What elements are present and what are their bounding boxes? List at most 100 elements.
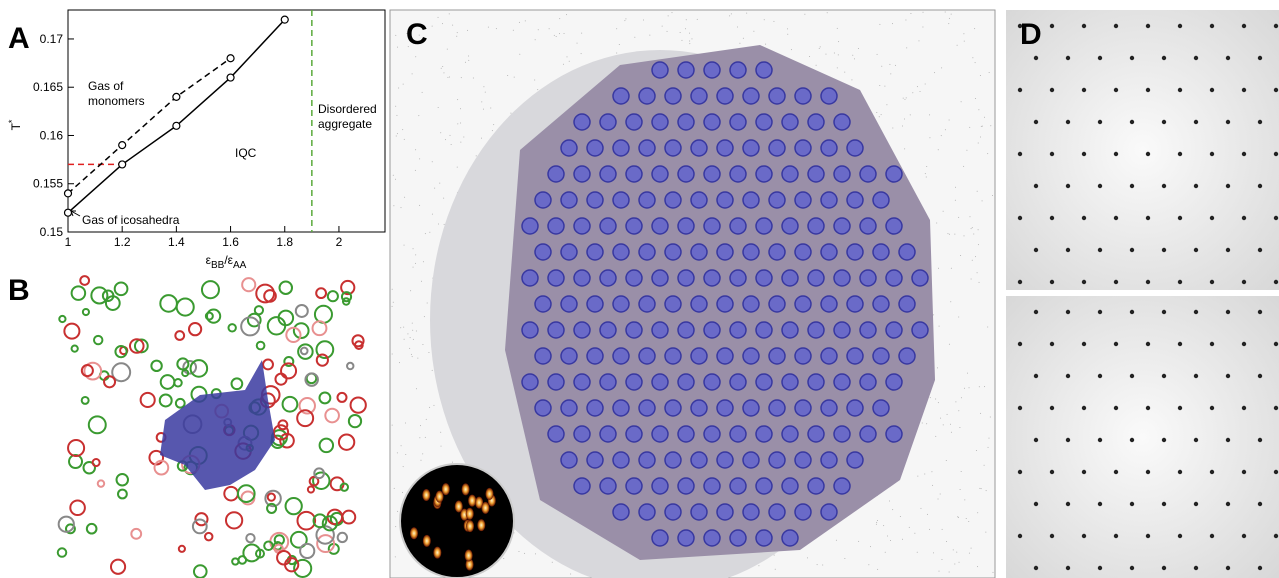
icosahedron xyxy=(574,426,590,442)
y-axis-label: T* xyxy=(7,119,23,130)
dust xyxy=(938,499,939,500)
dust xyxy=(460,123,461,124)
icosahedron xyxy=(808,322,824,338)
dust xyxy=(404,139,405,140)
dust xyxy=(395,35,396,36)
data-point xyxy=(227,74,234,81)
dust xyxy=(904,99,905,100)
dust xyxy=(851,79,852,80)
icosahedron xyxy=(769,348,785,364)
dust xyxy=(449,13,450,14)
icosahedron xyxy=(600,426,616,442)
icosahedron xyxy=(782,114,798,130)
dust xyxy=(765,44,766,45)
dust xyxy=(396,135,397,136)
icosahedron xyxy=(821,348,837,364)
dust xyxy=(885,552,886,553)
dust xyxy=(926,166,927,167)
diffraction-peak xyxy=(1210,406,1214,410)
diffraction-peak xyxy=(1066,438,1070,442)
icosahedron xyxy=(626,270,642,286)
dust xyxy=(942,529,943,530)
diffraction-peak xyxy=(1194,566,1198,570)
dust xyxy=(941,67,942,68)
dust xyxy=(433,405,434,406)
dust xyxy=(926,176,927,177)
dust xyxy=(949,344,950,345)
diffraction-peak xyxy=(1210,280,1214,284)
dust xyxy=(982,200,983,201)
dust xyxy=(419,205,420,206)
dust xyxy=(559,33,560,34)
data-point xyxy=(65,190,72,197)
dust xyxy=(940,494,941,495)
dust xyxy=(577,43,578,44)
dust xyxy=(890,73,891,74)
diffraction-peak xyxy=(1130,310,1134,314)
icosahedron xyxy=(808,374,824,390)
dust xyxy=(984,117,985,118)
dust xyxy=(892,127,893,128)
dust xyxy=(889,64,890,65)
icosahedron xyxy=(704,218,720,234)
dust xyxy=(922,27,923,28)
dust xyxy=(883,525,884,526)
diffraction-peak xyxy=(1258,566,1262,570)
icosahedron xyxy=(613,140,629,156)
icosahedron xyxy=(665,192,681,208)
icosahedron xyxy=(717,296,733,312)
dust xyxy=(963,166,964,167)
diffraction-spot xyxy=(485,488,493,500)
diffraction-peak xyxy=(1114,24,1118,28)
icosahedron xyxy=(704,322,720,338)
dust xyxy=(947,233,948,234)
icosahedron xyxy=(873,400,889,416)
icosahedron xyxy=(769,400,785,416)
diffraction-peak xyxy=(1066,184,1070,188)
dust xyxy=(643,20,644,21)
icosahedron xyxy=(743,140,759,156)
dust xyxy=(413,267,414,268)
icosahedron xyxy=(678,114,694,130)
icosahedron xyxy=(613,88,629,104)
icosahedron xyxy=(847,452,863,468)
diffraction-peak xyxy=(1082,152,1086,156)
dust xyxy=(534,80,535,81)
diffraction-peak xyxy=(1082,24,1086,28)
dust xyxy=(442,66,443,67)
dust xyxy=(410,290,411,291)
dust xyxy=(977,566,978,567)
icosahedron xyxy=(834,218,850,234)
dust xyxy=(958,317,959,318)
annotation: Gas of xyxy=(88,79,124,93)
dust xyxy=(404,197,405,198)
icosahedron xyxy=(821,244,837,260)
icosahedron xyxy=(587,244,603,260)
dust xyxy=(900,516,901,517)
dust xyxy=(493,124,494,125)
dust xyxy=(510,113,511,114)
dust xyxy=(425,233,426,234)
dust xyxy=(892,23,893,24)
diffraction-peak xyxy=(1034,438,1038,442)
dust xyxy=(895,65,896,66)
y-tick-label: 0.17 xyxy=(40,32,64,46)
icosahedron xyxy=(613,192,629,208)
dust xyxy=(447,77,448,78)
icosahedron xyxy=(613,452,629,468)
dust xyxy=(961,101,962,102)
icosahedron xyxy=(834,114,850,130)
dust xyxy=(397,47,398,48)
dust xyxy=(424,316,425,317)
dust xyxy=(457,32,458,33)
diffraction-peak xyxy=(1018,152,1022,156)
icosahedron xyxy=(873,296,889,312)
icosahedron xyxy=(691,400,707,416)
diffraction-peak xyxy=(1274,280,1278,284)
diffraction-spot xyxy=(436,491,444,503)
diffraction-peak xyxy=(1210,88,1214,92)
dust xyxy=(984,465,985,466)
diffraction-peak xyxy=(1226,566,1230,570)
icosahedron xyxy=(548,166,564,182)
diffraction-peak xyxy=(1034,56,1038,60)
